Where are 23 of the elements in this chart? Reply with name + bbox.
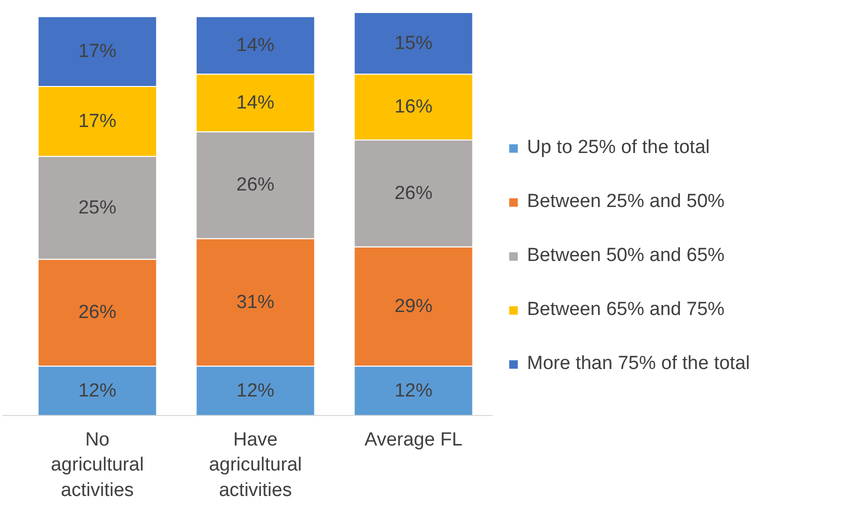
data-label: 12% <box>394 380 433 402</box>
data-label: 31% <box>236 292 275 313</box>
legend-label: Between 25% and 50% <box>527 191 725 213</box>
data-label: 14% <box>236 34 275 56</box>
data-label: 14% <box>236 92 275 114</box>
data-label: 26% <box>394 182 433 204</box>
x-tick-label: No agricultural activities <box>50 430 144 501</box>
legend-label: Between 65% and 75% <box>527 299 725 321</box>
data-label: 26% <box>236 174 275 196</box>
data-label: 16% <box>394 96 433 118</box>
x-tick-label: Have agricultural activities <box>208 430 302 501</box>
legend-label: Between 50% and 65% <box>527 245 725 267</box>
legend-label: Up to 25% of the total <box>527 137 710 159</box>
data-label: 15% <box>394 32 433 54</box>
x-tick-label: Average FL <box>364 430 462 450</box>
data-label: 26% <box>78 302 116 324</box>
data-label: 12% <box>236 380 275 402</box>
legend-label: More than 75% of the total <box>527 353 750 375</box>
data-label: 29% <box>394 296 433 318</box>
data-label: 17% <box>78 110 116 132</box>
data-label: 17% <box>78 41 116 62</box>
data-label: 12% <box>78 380 116 402</box>
data-label: 25% <box>78 197 116 218</box>
